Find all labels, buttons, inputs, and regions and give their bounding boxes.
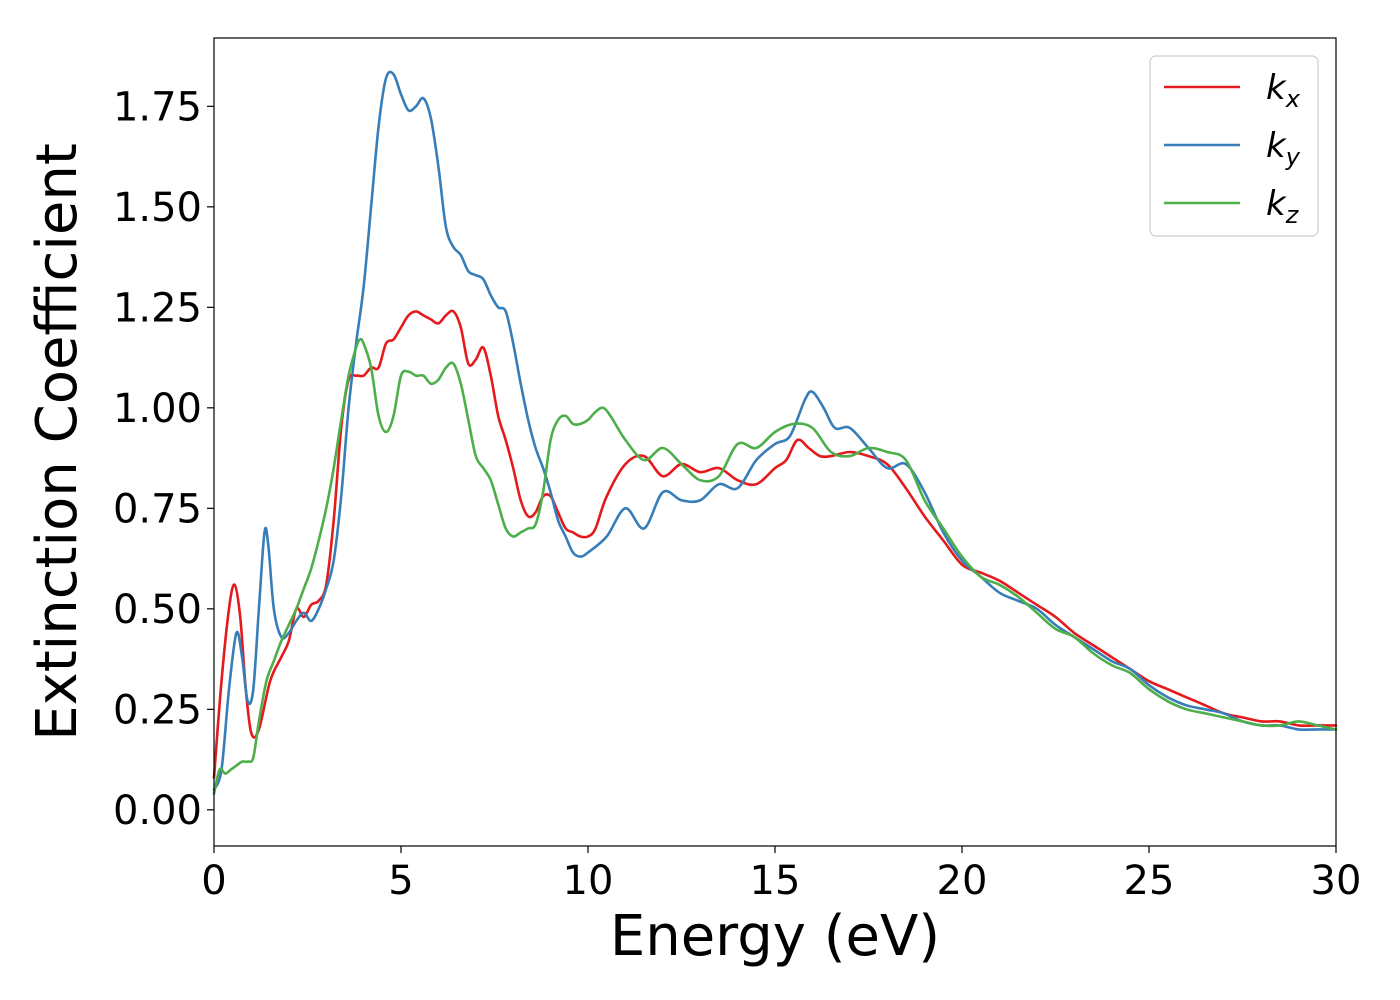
y-tick-label: 0.25 — [113, 687, 202, 733]
y-tick-label: 0.00 — [113, 788, 202, 834]
y-tick-label: 0.75 — [113, 486, 202, 532]
x-tick-label: 15 — [750, 858, 801, 904]
y-axis-label: Extinction Coefficient — [25, 143, 90, 741]
y-tick-label: 1.75 — [113, 84, 202, 130]
x-tick-label: 20 — [937, 858, 988, 904]
x-axis: 0 5 10 15 20 25 30 — [201, 846, 1361, 904]
x-axis-label: Energy (eV) — [610, 904, 940, 969]
series-layer — [212, 70, 1338, 795]
series-line-kx — [212, 309, 1338, 779]
series-line-ky — [212, 70, 1338, 791]
y-tick-label: 1.25 — [113, 285, 202, 331]
y-tick-label: 0.50 — [113, 587, 202, 633]
x-tick-label: 5 — [388, 858, 413, 904]
y-tick-label: 1.50 — [113, 185, 202, 231]
x-tick-label: 0 — [201, 858, 226, 904]
x-tick-label: 30 — [1311, 858, 1362, 904]
x-tick-label: 10 — [563, 858, 614, 904]
x-tick-label: 25 — [1124, 858, 1175, 904]
series-line-kz — [212, 337, 1338, 795]
y-tick-label: 1.00 — [113, 386, 202, 432]
y-axis: 0.00 0.25 0.50 0.75 1.00 1.25 1.50 1.75 — [113, 84, 214, 834]
